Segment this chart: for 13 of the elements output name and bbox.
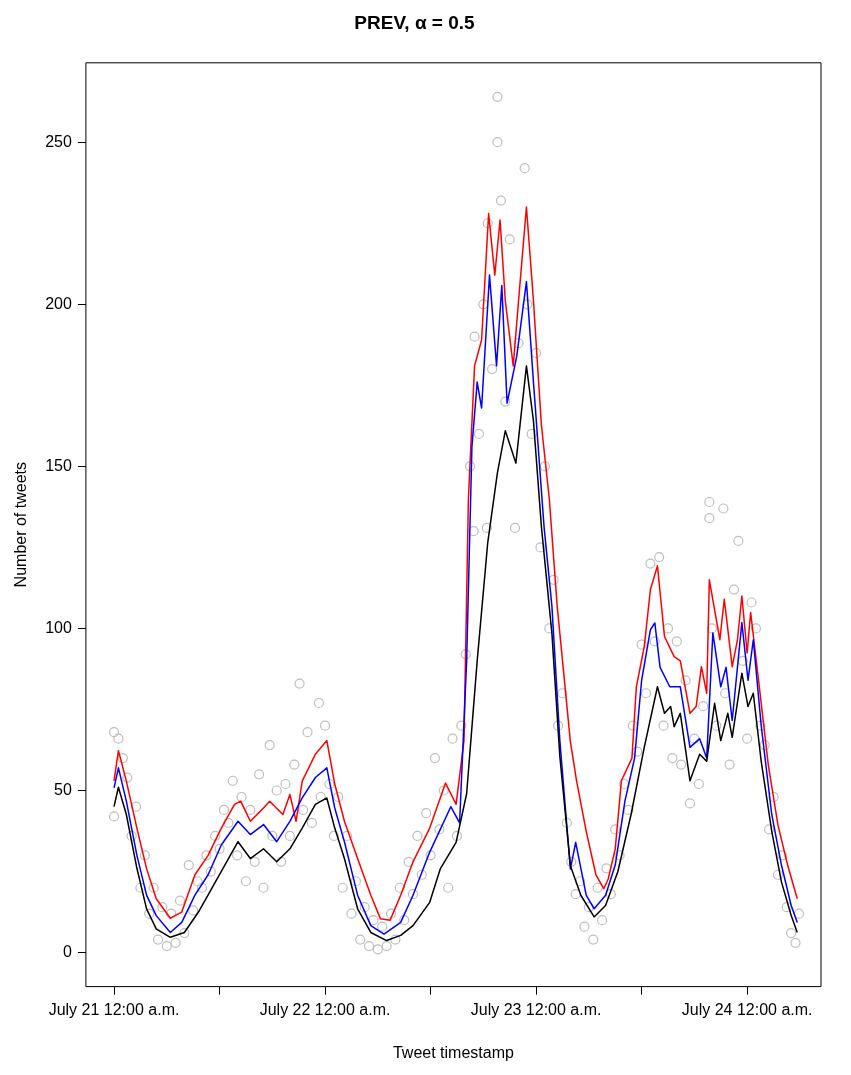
x-tick-label: July 24 12:00 a.m. [681,1000,813,1018]
x-tick-label: July 21 12:00 a.m. [48,1000,180,1018]
y-axis-title: Number of tweets [12,462,30,588]
x-axis-title: Tweet timestamp [392,1043,515,1061]
chart-title: PREV, α = 0.5 [354,11,476,33]
y-tick-label: 0 [62,942,72,960]
x-tick-label: July 22 12:00 a.m. [259,1000,391,1018]
y-tick-label: 150 [45,456,72,474]
y-tick-label: 100 [45,618,72,636]
x-tick-label: July 23 12:00 a.m. [470,1000,602,1018]
y-tick-label: 250 [45,132,72,150]
y-tick-label: 50 [54,780,72,798]
y-tick-label: 200 [45,294,72,312]
